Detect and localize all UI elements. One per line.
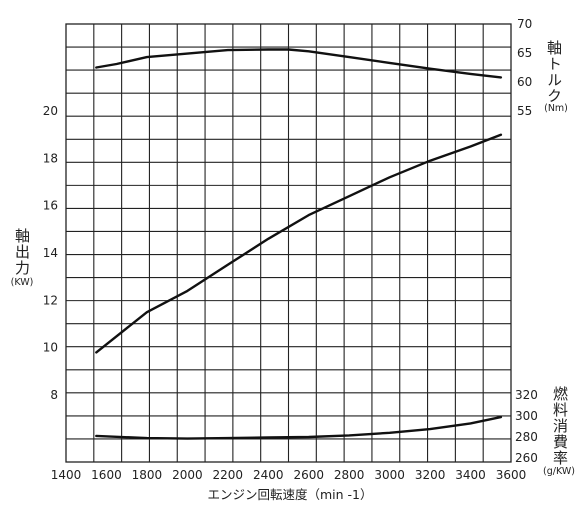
- consumption-tick-label: 280: [515, 430, 538, 444]
- power-axis-unit: (KW): [10, 277, 34, 288]
- x-tick-label: 3400: [455, 468, 486, 482]
- x-axis-label: エンジン回転速度（min -1）: [207, 487, 373, 502]
- plot-frame: [65, 23, 512, 463]
- x-tick-label: 1600: [91, 468, 122, 482]
- x-tick-label: 2400: [253, 468, 284, 482]
- consumption-tick-label: 320: [515, 388, 538, 402]
- x-tick-label: 1400: [51, 468, 82, 482]
- x-tick-label: 3600: [496, 468, 527, 482]
- power-axis-label: 軸出力: [13, 228, 31, 276]
- torque-curve: [95, 48, 503, 79]
- consumption-axis-label: 燃料消費率: [551, 386, 569, 466]
- power-tick-label: 8: [50, 388, 58, 402]
- power-tick-label: 12: [43, 293, 58, 307]
- x-tick-label: 3000: [374, 468, 405, 482]
- torque-tick-label: 70: [517, 17, 532, 31]
- power-tick-label: 10: [43, 341, 58, 355]
- x-tick-label: 2000: [172, 468, 203, 482]
- consumption-tick-label: 300: [515, 409, 538, 423]
- torque-axis-unit: (Nm): [544, 103, 568, 114]
- power-curve: [95, 133, 503, 354]
- consumption-tick-label: 260: [515, 451, 538, 465]
- torque-tick-label: 60: [517, 75, 532, 89]
- power-tick-label: 18: [43, 151, 58, 165]
- x-tick-label: 2600: [293, 468, 324, 482]
- x-tick-label: 3200: [415, 468, 446, 482]
- consumption-axis-unit: (g/KW): [543, 466, 575, 477]
- x-tick-label: 2200: [213, 468, 244, 482]
- power-tick-label: 14: [43, 246, 58, 260]
- x-tick-label: 2800: [334, 468, 365, 482]
- power-tick-label: 20: [43, 104, 58, 118]
- consumption-curve: [95, 415, 503, 440]
- power-tick-label: 16: [43, 199, 58, 213]
- torque-tick-label: 65: [517, 46, 532, 60]
- x-tick-label: 1800: [132, 468, 163, 482]
- torque-axis-label: 軸トルク: [545, 40, 563, 104]
- curves: [95, 48, 503, 440]
- tick-labels: 1400 1600 1800 2000 2200 2400 2600 2800 3000 3200…: [43, 17, 538, 482]
- grid: [66, 24, 511, 462]
- torque-tick-label: 55: [517, 104, 532, 118]
